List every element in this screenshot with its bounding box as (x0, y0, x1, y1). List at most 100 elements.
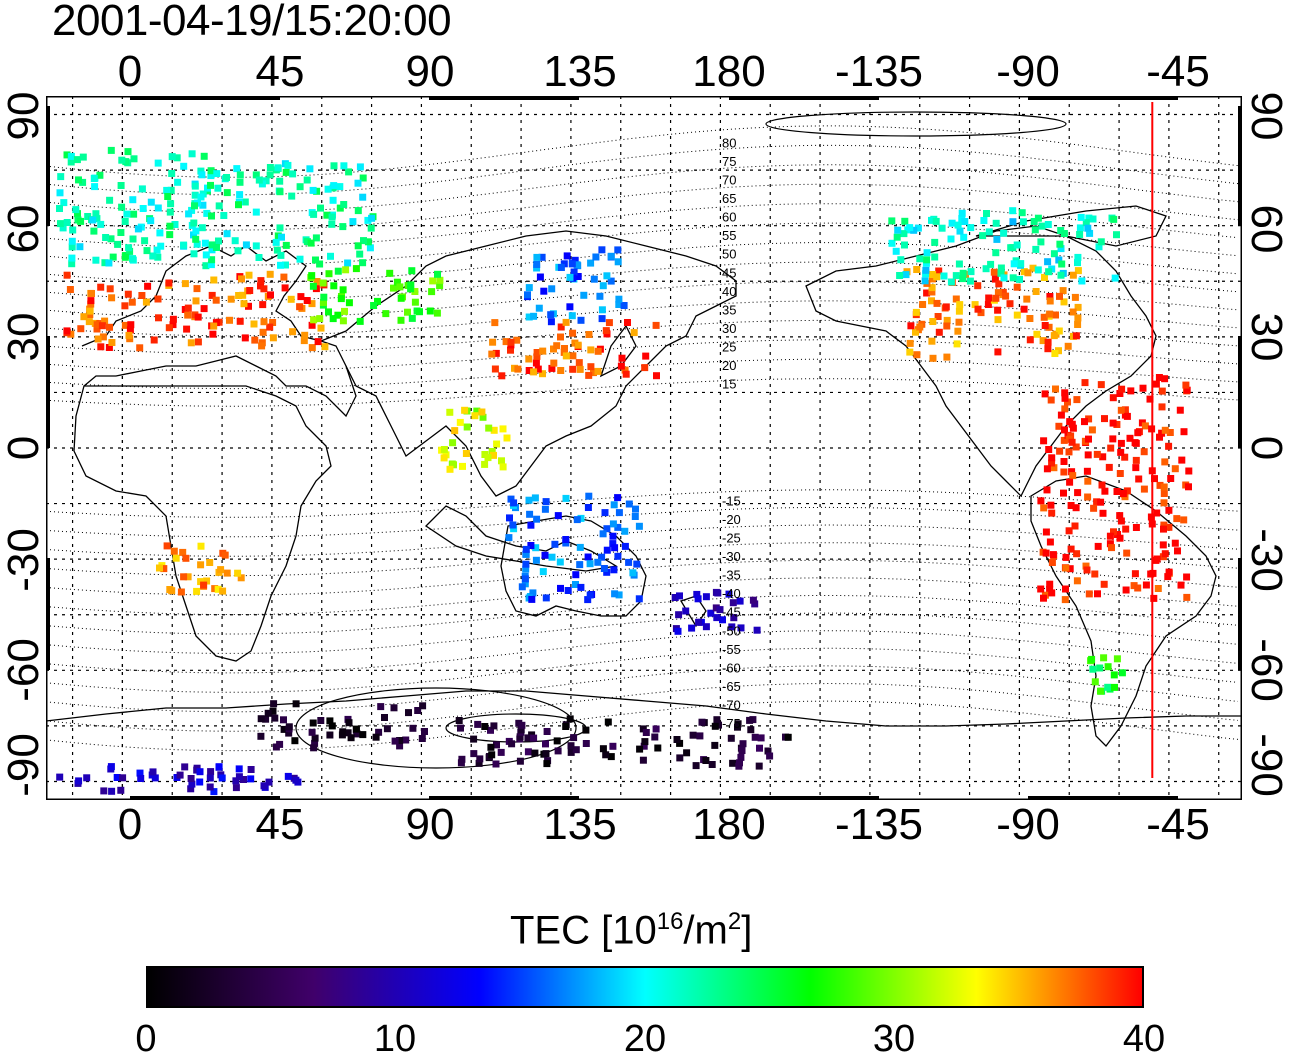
tec-data-point (1055, 422, 1063, 430)
tec-data-point (621, 527, 629, 535)
tec-data-point (1130, 582, 1138, 590)
tec-data-point (551, 540, 559, 548)
tec-data-point (91, 183, 99, 191)
tec-data-point (1032, 288, 1040, 295)
right-lat-tick: 0 (1242, 435, 1291, 461)
tec-data-point (570, 734, 578, 742)
tec-data-point (1067, 502, 1075, 509)
tec-data-point (75, 777, 83, 785)
tec-data-point (1059, 287, 1067, 295)
tec-data-point (334, 267, 342, 275)
top-lon-tick: 135 (543, 47, 617, 96)
tec-data-point (1097, 687, 1104, 695)
tec-data-point (77, 325, 85, 333)
magnetic-contour (46, 647, 1239, 693)
tec-data-point (499, 425, 507, 433)
tec-data-point (157, 242, 165, 250)
tec-data-point (168, 153, 176, 161)
tec-data-point (1117, 517, 1125, 525)
tec-data-point (272, 238, 280, 246)
tec-data-point (576, 365, 584, 373)
tec-data-point (76, 243, 84, 251)
tec-data-point (79, 153, 87, 161)
tec-data-point (208, 246, 216, 254)
tec-data-point (1081, 379, 1089, 387)
tec-data-point (1013, 311, 1021, 319)
tec-data-point (481, 723, 489, 730)
tec-data-point (711, 722, 719, 730)
tec-data-point (562, 352, 570, 360)
tec-data-point (1046, 538, 1054, 546)
tec-data-point (123, 210, 131, 218)
tec-data-point (1106, 540, 1114, 548)
tec-data-point (257, 277, 265, 285)
tec-data-point (557, 264, 565, 271)
tec-data-point (69, 226, 77, 234)
tec-data-point (1074, 321, 1082, 328)
tec-data-point (554, 512, 562, 520)
tec-data-point (1088, 426, 1096, 434)
tec-data-point (226, 316, 233, 324)
tec-data-point (736, 597, 744, 605)
tec-data-point (694, 595, 702, 603)
tec-data-point (557, 333, 564, 341)
tec-data-point (233, 165, 241, 173)
tec-data-point (599, 282, 607, 290)
tec-data-point (190, 250, 198, 258)
tec-data-point (532, 556, 540, 564)
tec-data-point (470, 750, 478, 758)
tec-data-point (118, 156, 126, 164)
tec-data-point (180, 162, 188, 170)
tec-data-point (993, 235, 1001, 243)
tec-data-point (210, 788, 218, 796)
tec-data-point (746, 716, 754, 724)
tec-data-point (359, 731, 367, 739)
tec-data-point (257, 715, 265, 723)
tec-data-point (1085, 415, 1093, 423)
tec-data-point (730, 614, 738, 622)
tec-data-point (207, 181, 214, 189)
tec-data-point (312, 234, 320, 242)
bottom-lon-tick: 180 (692, 800, 766, 849)
tec-data-point (108, 339, 116, 346)
tec-data-point (223, 230, 231, 238)
tec-data-point (184, 311, 192, 319)
tec-data-point (458, 755, 466, 763)
tec-data-point (307, 239, 315, 247)
tec-data-point (383, 725, 391, 733)
tec-data-point (126, 247, 134, 255)
tec-data-point (611, 590, 619, 598)
tec-data-point (901, 241, 908, 249)
tec-data-point (169, 315, 177, 323)
tec-data-point (154, 159, 162, 167)
tec-data-point (702, 623, 710, 631)
tec-data-point (713, 716, 721, 724)
tec-data-point (87, 297, 95, 305)
tec-data-point (557, 323, 565, 331)
tec-data-point (184, 304, 192, 312)
tec-data-point (1117, 439, 1125, 447)
tec-data-point (632, 505, 639, 513)
contour-label: -45 (722, 605, 741, 620)
tec-data-point (462, 450, 470, 457)
tec-data-point (475, 759, 483, 767)
tec-data-point (89, 216, 97, 224)
tec-data-point (566, 715, 574, 723)
tec-data-point (390, 284, 397, 292)
tec-data-point (1072, 443, 1080, 451)
tec-data-point (1117, 448, 1125, 456)
tec-data-point (952, 295, 960, 303)
tec-data-point (1156, 481, 1164, 489)
tec-data-point (994, 316, 1002, 324)
tec-data-point (683, 749, 691, 757)
tec-data-point (324, 185, 332, 193)
colorbar-tick: 10 (373, 1018, 417, 1060)
contour-label: 25 (722, 339, 736, 354)
tec-data-point (284, 772, 292, 780)
tec-data-point (1113, 421, 1121, 428)
tec-data-point (188, 780, 196, 788)
tec-data-point (1151, 475, 1158, 483)
tec-data-point (550, 359, 558, 367)
coastlines (46, 205, 1242, 747)
tec-data-point (63, 271, 71, 279)
